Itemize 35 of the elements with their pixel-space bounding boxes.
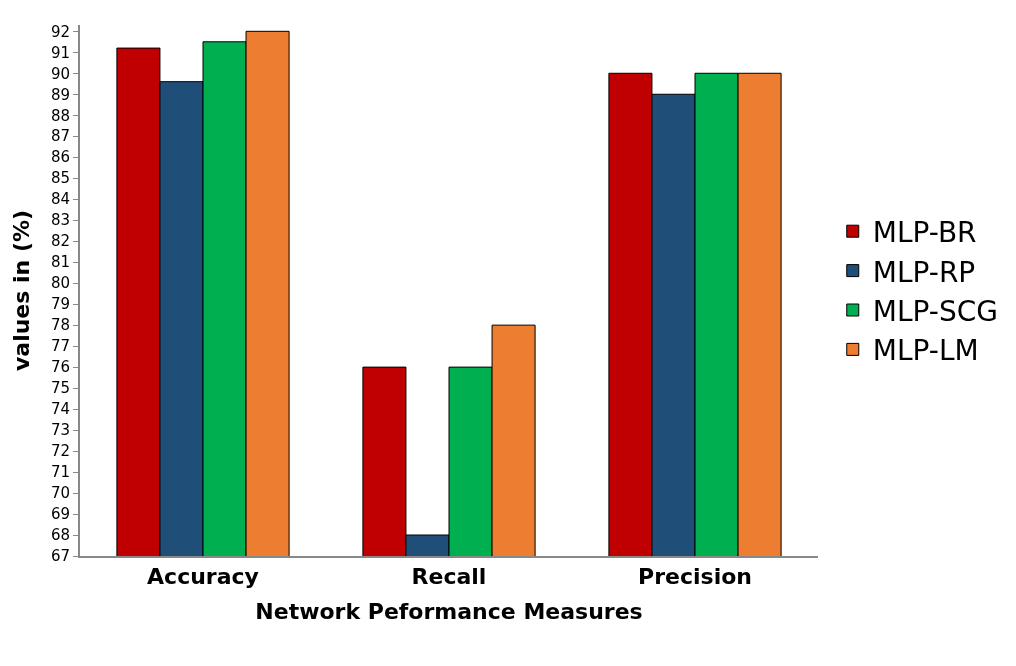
y-tick-label: 73 [50, 421, 70, 440]
y-tick-label: 85 [50, 169, 70, 188]
y-tick-label: 68 [50, 526, 70, 545]
y-tick-label: 82 [50, 232, 70, 251]
legend-label: MLP-RP [872, 255, 976, 289]
y-tick-label: 78 [50, 316, 70, 335]
y-tick-label: 92 [50, 22, 70, 41]
y-tick-label: 74 [50, 400, 70, 419]
y-tick-label: 89 [50, 85, 70, 104]
x-tick-label: Precision [638, 564, 752, 590]
y-tick-label: 86 [50, 148, 70, 167]
x-tick-label: Accuracy [147, 564, 259, 590]
legend-label: MLP-LM [872, 334, 979, 368]
y-tick-label: 81 [50, 253, 70, 272]
y-tick-label: 80 [50, 274, 70, 293]
x-tick-label: Recall [411, 564, 487, 590]
y-tick-label: 83 [50, 211, 70, 230]
y-tick-label: 88 [50, 106, 70, 125]
y-axis-title: values in (%) [9, 209, 35, 372]
y-tick-label: 72 [50, 442, 70, 461]
y-tick-label: 79 [50, 295, 70, 314]
y-tick-label: 76 [50, 358, 70, 377]
y-tick-label: 67 [50, 547, 70, 566]
y-tick-label: 90 [50, 64, 70, 83]
y-tick-label: 70 [50, 484, 70, 503]
legend-label: MLP-SCG [872, 294, 998, 328]
y-tick-label: 91 [50, 43, 70, 62]
x-axis-title: Network Peformance Measures [255, 598, 643, 624]
y-tick-label: 75 [50, 379, 70, 398]
y-tick-label: 84 [50, 190, 70, 209]
y-tick-label: 77 [50, 337, 70, 356]
legend-label: MLP-BR [872, 216, 977, 250]
y-tick-label: 69 [50, 505, 70, 524]
y-tick-label: 71 [50, 463, 70, 482]
y-tick-label: 87 [50, 127, 70, 146]
